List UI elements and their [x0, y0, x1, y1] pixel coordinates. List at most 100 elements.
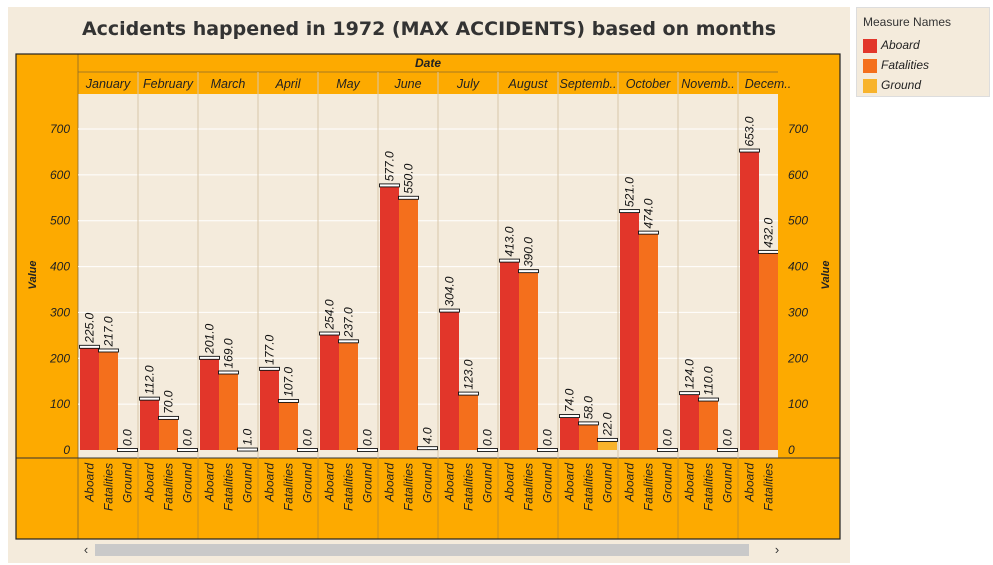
value-label: 217.0 — [102, 316, 116, 347]
horizontal-scrollbar[interactable]: ‹ › — [78, 541, 785, 559]
bar-top-marker — [117, 448, 138, 452]
value-label: 0.0 — [661, 429, 675, 446]
measure-label: Ground — [121, 463, 135, 503]
measure-label: Aboard — [443, 463, 457, 503]
legend-label-ground: Ground — [881, 78, 922, 92]
measure-label: Fatalities — [102, 463, 116, 511]
bar-top-marker — [597, 437, 618, 442]
bar-aboard — [620, 211, 639, 450]
value-label: 0.0 — [181, 429, 195, 446]
value-label: 74.0 — [563, 388, 577, 412]
bar-fatalities — [519, 271, 538, 450]
bar-fatalities — [459, 393, 478, 450]
bar-top-marker — [237, 447, 258, 452]
measure-label: Aboard — [743, 463, 757, 503]
measure-label: Aboard — [683, 463, 697, 503]
bar-top-marker — [477, 448, 498, 452]
legend: Measure Names Aboard Fatalities Ground — [856, 7, 990, 97]
bar-top-marker — [98, 348, 119, 353]
bar-top-marker — [578, 421, 599, 426]
measure-label: Fatalities — [402, 463, 416, 511]
bar-top-marker — [79, 344, 100, 349]
month-label: Novemb.. — [681, 77, 735, 91]
bar-top-marker — [739, 148, 760, 153]
bar-group: 225.0 Aboard 217.0 Fatalities 0.0 Ground 112.0… — [79, 116, 778, 511]
value-label: 201.0 — [203, 323, 217, 354]
value-label: 0.0 — [301, 429, 315, 446]
value-label: 58.0 — [582, 396, 596, 420]
bar-top-marker — [458, 391, 479, 396]
legend-item-ground[interactable]: Ground — [861, 77, 987, 95]
column-header-label: Date — [415, 56, 441, 70]
y-tick-label-left: 600 — [50, 168, 70, 182]
legend-title: Measure Names — [863, 15, 952, 29]
measure-label: Aboard — [143, 463, 157, 503]
bar-top-marker — [379, 183, 400, 188]
y-axis-title-right: Value — [820, 261, 832, 290]
measure-label: Ground — [361, 463, 375, 503]
legend-item-aboard[interactable]: Aboard — [861, 37, 987, 55]
month-label: January — [85, 77, 131, 91]
bar-aboard — [80, 346, 99, 450]
month-label: August — [508, 77, 548, 91]
measure-label: Ground — [661, 463, 675, 503]
measure-label: Fatalities — [162, 463, 176, 511]
bar-aboard — [560, 416, 579, 450]
measure-label: Aboard — [383, 463, 397, 503]
scroll-left-arrow-icon[interactable]: ‹ — [83, 542, 89, 557]
measure-label: Fatalities — [642, 463, 656, 511]
bar-top-marker — [357, 448, 378, 452]
value-label: 521.0 — [623, 177, 637, 207]
value-label: 0.0 — [121, 429, 135, 446]
value-label: 304.0 — [443, 276, 457, 306]
bar-top-marker — [177, 448, 198, 452]
measure-label: Aboard — [563, 463, 577, 503]
legend-swatch-ground — [863, 79, 877, 93]
legend-item-fatalities[interactable]: Fatalities — [861, 57, 987, 75]
bar-fatalities — [159, 417, 178, 450]
bar-aboard — [260, 368, 279, 450]
value-label: 112.0 — [143, 365, 157, 394]
month-label: October — [626, 77, 671, 91]
measure-label: Aboard — [503, 463, 517, 503]
measure-label: Aboard — [623, 463, 637, 503]
value-label: 0.0 — [541, 429, 555, 446]
measure-label: Ground — [541, 463, 555, 503]
legend-label-aboard: Aboard — [881, 38, 920, 52]
bar-top-marker — [398, 195, 419, 200]
measure-label: Ground — [301, 463, 315, 503]
bar-top-marker — [657, 448, 678, 452]
value-label: 22.0 — [601, 412, 615, 437]
measure-label: Fatalities — [342, 463, 356, 511]
y-tick-label-left: 500 — [50, 214, 70, 228]
bar-top-marker — [518, 269, 539, 274]
measure-label: Ground — [601, 463, 615, 503]
month-label: June — [393, 77, 421, 91]
bar-aboard — [200, 357, 219, 450]
month-label: April — [274, 77, 301, 91]
bar-top-marker — [758, 249, 778, 254]
value-label: 237.0 — [342, 307, 356, 338]
y-tick-label-left: 300 — [50, 305, 70, 319]
value-label: 413.0 — [503, 226, 517, 256]
scroll-right-arrow-icon[interactable]: › — [774, 542, 780, 557]
bar-aboard — [440, 310, 459, 450]
scroll-thumb[interactable] — [95, 544, 749, 556]
y-tick-label-left: 0 — [63, 443, 70, 457]
value-label: 474.0 — [642, 198, 656, 228]
y-tick-label-left: 700 — [50, 122, 70, 136]
bar-fatalities — [339, 341, 358, 450]
measure-label: Ground — [721, 463, 735, 503]
bar-fatalities — [639, 232, 658, 450]
bar-fatalities — [99, 350, 118, 450]
value-label: 177.0 — [263, 334, 277, 364]
bar-top-marker — [278, 398, 299, 403]
measure-label: Ground — [181, 463, 195, 503]
value-label: 432.0 — [762, 218, 776, 248]
chart-title: Accidents happened in 1972 (MAX ACCIDENT… — [81, 18, 777, 40]
value-label: 110.0 — [702, 366, 716, 395]
bar-top-marker — [499, 258, 520, 263]
legend-swatch-aboard — [863, 39, 877, 53]
measure-label: Aboard — [83, 463, 97, 503]
bar-fatalities — [399, 197, 418, 450]
